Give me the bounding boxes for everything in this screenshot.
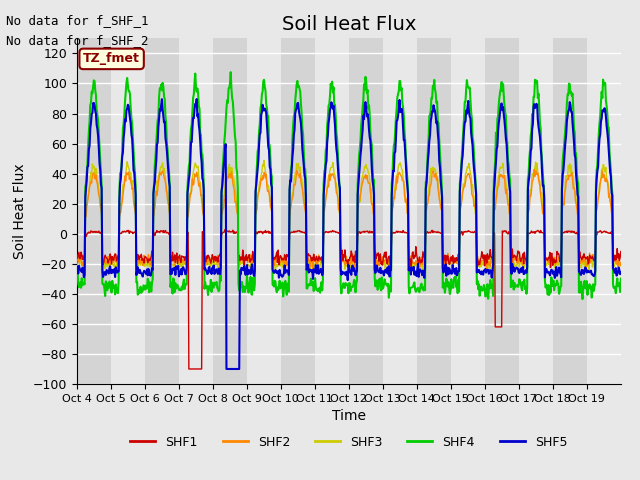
SHF5 (73, 268, 81, 274)
Bar (247, 38, 281, 384)
SHF3 (137, 262, 145, 268)
Bar (417, 38, 451, 384)
SHF2 (531, 167, 538, 172)
SHF3 (419, 270, 427, 276)
Line: SHF1: SHF1 (77, 229, 621, 369)
SHF5 (238, 265, 246, 271)
SHF1 (437, 230, 445, 236)
SHF3 (73, 259, 81, 265)
Legend: SHF1, SHF2, SHF3, SHF4, SHF5: SHF1, SHF2, SHF3, SHF4, SHF5 (125, 431, 572, 454)
Text: TZ_fmet: TZ_fmet (83, 52, 140, 65)
Bar (451, 38, 485, 384)
SHF1 (185, 366, 193, 372)
Bar (587, 38, 621, 384)
Title: Soil Heat Flux: Soil Heat Flux (282, 15, 416, 34)
Text: No data for f_SHF_1: No data for f_SHF_1 (6, 14, 149, 27)
SHF5 (223, 366, 230, 372)
SHF4 (227, 69, 234, 75)
SHF5 (406, 266, 414, 272)
SHF1 (285, 231, 293, 237)
SHF4 (73, 275, 81, 280)
SHF5 (137, 270, 145, 276)
SHF1 (221, 227, 229, 232)
SHF1 (617, 249, 625, 254)
Bar (281, 38, 315, 384)
SHF5 (437, 178, 445, 184)
SHF4 (579, 296, 586, 302)
SHF3 (264, 182, 272, 188)
SHF4 (406, 290, 413, 296)
Line: SHF4: SHF4 (77, 72, 621, 299)
Bar (553, 38, 587, 384)
Bar (485, 38, 519, 384)
SHF1 (238, 257, 246, 263)
Bar (111, 38, 145, 384)
SHF4 (264, 113, 272, 119)
Bar (145, 38, 179, 384)
SHF4 (436, 150, 444, 156)
SHF5 (193, 96, 200, 102)
Bar (519, 38, 553, 384)
SHF3 (285, 260, 292, 265)
Line: SHF2: SHF2 (77, 169, 621, 269)
SHF5 (617, 269, 625, 275)
SHF1 (406, 256, 414, 262)
Bar (315, 38, 349, 384)
SHF5 (265, 147, 273, 153)
Y-axis label: Soil Heat Flux: Soil Heat Flux (13, 163, 27, 259)
SHF3 (260, 157, 268, 163)
X-axis label: Time: Time (332, 409, 366, 423)
SHF2 (137, 260, 145, 265)
SHF2 (264, 188, 271, 194)
SHF2 (237, 256, 244, 262)
SHF1 (137, 254, 145, 260)
SHF5 (285, 187, 293, 192)
SHF3 (237, 262, 244, 267)
SHF2 (406, 260, 413, 265)
SHF4 (617, 276, 625, 282)
SHF2 (284, 262, 292, 267)
SHF4 (237, 279, 245, 285)
SHF3 (406, 260, 413, 266)
Text: No data for f_SHF_2: No data for f_SHF_2 (6, 34, 149, 47)
SHF2 (73, 260, 81, 265)
SHF4 (137, 284, 145, 289)
SHF1 (265, 230, 273, 236)
Bar (179, 38, 212, 384)
Bar (77, 38, 111, 384)
SHF2 (617, 263, 625, 268)
Bar (349, 38, 383, 384)
SHF3 (617, 260, 625, 266)
SHF4 (285, 289, 292, 295)
Line: SHF3: SHF3 (77, 160, 621, 273)
SHF3 (437, 200, 445, 206)
Bar (212, 38, 247, 384)
SHF2 (309, 266, 317, 272)
SHF1 (73, 253, 81, 259)
SHF2 (436, 199, 444, 205)
Bar (383, 38, 417, 384)
Line: SHF5: SHF5 (77, 99, 621, 369)
